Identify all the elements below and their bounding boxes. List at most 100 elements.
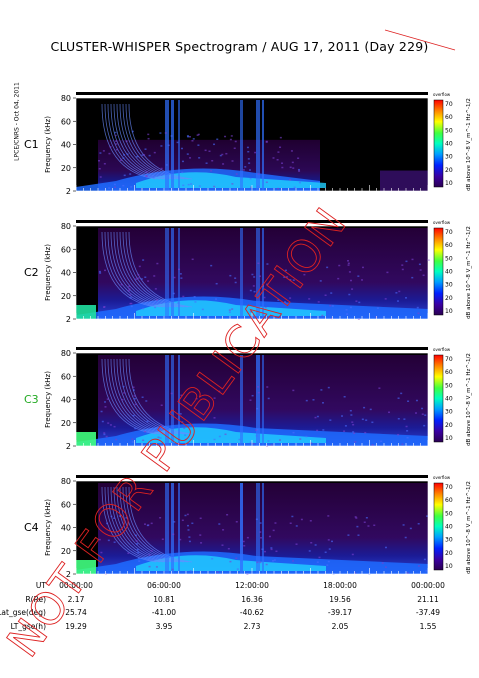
spacecraft-label: C1 xyxy=(24,138,39,151)
colorbar-tick-label: 50 xyxy=(445,255,453,262)
colorbar-tick-label: 20 xyxy=(445,295,453,302)
ephemeris-row-label: UT xyxy=(35,581,46,590)
y-tick-label: 80 xyxy=(61,94,71,103)
y-tick-label: 2 xyxy=(66,442,71,451)
ephemeris-value: 00:00:00 xyxy=(411,581,445,590)
ephemeris-value: 2.73 xyxy=(243,622,261,631)
colorbar-overflow-label: overflow xyxy=(433,220,451,225)
colorbar-tick-label: 40 xyxy=(445,141,453,148)
colorbar-tick-label: 70 xyxy=(445,356,453,363)
y-tick-label: 20 xyxy=(61,164,71,173)
y-tick-label: 2 xyxy=(66,187,71,196)
panel-top-bar xyxy=(76,347,428,350)
y-tick-label: 40 xyxy=(61,141,71,150)
colorbar-tick-label: 20 xyxy=(445,422,453,429)
panel-top-bar xyxy=(76,475,428,478)
spacecraft-label: C4 xyxy=(24,521,39,534)
colorbar-tick-label: 10 xyxy=(445,563,453,570)
colorbar-label: dB above 10^-8 V_m^-1 Hz^-1/2 xyxy=(466,481,472,574)
ephemeris-value: 19.29 xyxy=(65,622,87,631)
colorbar-tick-label: 10 xyxy=(445,308,453,315)
y-tick-label: 80 xyxy=(61,477,71,486)
colorbar-tick-label: 60 xyxy=(445,242,453,249)
y-axis-label: Frequency (kHz) xyxy=(44,371,52,428)
colorbar-tick-label: 20 xyxy=(445,167,453,174)
colorbar-tick-label: 70 xyxy=(445,101,453,108)
colorbar xyxy=(433,482,444,571)
y-axis-label: Frequency (kHz) xyxy=(44,116,52,173)
colorbar-tick-label: 60 xyxy=(445,497,453,504)
panel-top-bar xyxy=(76,92,428,95)
colorbar-label: dB above 10^-8 V_m^-1 Hz^-1/2 xyxy=(466,226,472,319)
ephemeris-value: 1.55 xyxy=(419,622,437,631)
y-tick-label: 60 xyxy=(61,245,71,254)
spectrogram-panel-c4: 80 60 40 20 2 Frequency (kHz) C4 overflow 70 60 50… xyxy=(24,475,472,579)
ephemeris-value: 06:00:00 xyxy=(147,581,181,590)
colorbar-overflow-label: overflow xyxy=(433,475,451,480)
colorbar-tick-label: 40 xyxy=(445,269,453,276)
ephemeris-value: 21.11 xyxy=(417,595,439,604)
colorbar-label: dB above 10^-8 V_m^-1 Hz^-1/2 xyxy=(466,353,472,446)
colorbar-tick-label: 50 xyxy=(445,127,453,134)
colorbar-tick-label: 20 xyxy=(445,550,453,557)
y-tick-label: 20 xyxy=(61,292,71,301)
ephemeris-value: -40.62 xyxy=(239,608,265,617)
y-tick-label: 2 xyxy=(66,315,71,324)
y-tick-label: 40 xyxy=(61,524,71,533)
spectrogram-panel-c3: 80 60 40 20 2 Frequency (kHz) C3 overflow 70 60 50… xyxy=(24,347,472,451)
spacecraft-label: C2 xyxy=(24,266,39,279)
colorbar-tick-label: 10 xyxy=(445,180,453,187)
y-tick-label: 60 xyxy=(61,372,71,381)
ephemeris-value: 10.81 xyxy=(153,595,175,604)
colorbar-tick-label: 40 xyxy=(445,396,453,403)
ephemeris-row-label: R(Re) xyxy=(25,595,46,604)
ephemeris-value: 12:00:00 xyxy=(235,581,269,590)
y-tick-label: 20 xyxy=(61,547,71,556)
ephemeris-value: 19.56 xyxy=(329,595,351,604)
panel-top-bar xyxy=(76,220,428,223)
y-tick-label: 40 xyxy=(61,396,71,405)
y-tick-label: 60 xyxy=(61,117,71,126)
ephemeris-value: 3.95 xyxy=(155,622,173,631)
ephemeris-row-label: LT_gse(h) xyxy=(10,622,46,631)
watermark-stroke xyxy=(384,29,456,51)
colorbar-tick-label: 70 xyxy=(445,484,453,491)
ephemeris-value: 18:00:00 xyxy=(323,581,357,590)
y-axis-label: Frequency (kHz) xyxy=(44,244,52,301)
ephemeris-value: -41.00 xyxy=(151,608,177,617)
y-tick-label: 80 xyxy=(61,349,71,358)
colorbar-tick-label: 30 xyxy=(445,282,453,289)
y-tick-label: 40 xyxy=(61,269,71,278)
spectrogram-panel-c2: 80 60 40 20 2 Frequency (kHz) C2 overflow 70 60 50… xyxy=(24,220,472,324)
ephemeris-row-label: Lat_gse(deg) xyxy=(0,608,46,617)
y-axis-label: Frequency (kHz) xyxy=(44,499,52,556)
y-tick-label: 2 xyxy=(66,570,71,579)
colorbar-tick-label: 70 xyxy=(445,229,453,236)
spacecraft-label: C3 xyxy=(24,393,39,406)
ephemeris-value: 25.74 xyxy=(65,608,87,617)
colorbar-tick-label: 30 xyxy=(445,154,453,161)
colorbar-tick-label: 40 xyxy=(445,524,453,531)
ephemeris-value: 2.05 xyxy=(331,622,349,631)
colorbar-tick-label: 10 xyxy=(445,435,453,442)
colorbar-overflow-label: overflow xyxy=(433,347,451,352)
colorbar xyxy=(433,227,444,316)
colorbar-tick-label: 50 xyxy=(445,510,453,517)
ephemeris-value: 2.17 xyxy=(67,595,85,604)
ephemeris-value: 16.36 xyxy=(241,595,263,604)
y-tick-label: 60 xyxy=(61,500,71,509)
colorbar-tick-label: 60 xyxy=(445,114,453,121)
ephemeris-value: -37.49 xyxy=(415,608,441,617)
ephemeris-value: -39.17 xyxy=(327,608,353,617)
colorbar-tick-label: 60 xyxy=(445,369,453,376)
colorbar-label: dB above 10^-8 V_m^-1 Hz^-1/2 xyxy=(466,98,472,191)
colorbar-tick-label: 30 xyxy=(445,409,453,416)
colorbar-overflow-label: overflow xyxy=(433,92,451,97)
ephemeris-value: 00:00:00 xyxy=(59,581,93,590)
y-tick-label: 80 xyxy=(61,222,71,231)
spectrogram-panel-c1: 80 60 40 20 2 Frequency (kHz) C1 overflow 70 60 50… xyxy=(24,92,472,196)
chart-title: CLUSTER-WHISPER Spectrogram / AUG 17, 20… xyxy=(50,39,429,54)
colorbar xyxy=(433,99,444,188)
colorbar-tick-label: 30 xyxy=(445,537,453,544)
